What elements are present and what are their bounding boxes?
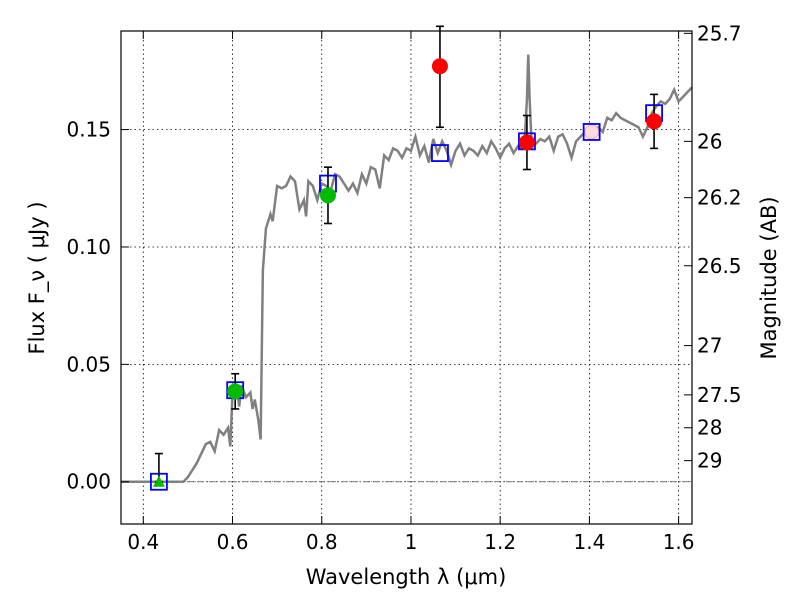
- mag-tick-label: 28: [697, 416, 722, 440]
- x-tick-label: 0.6: [217, 530, 249, 554]
- mag-tick-label: 26.2: [697, 186, 742, 210]
- y-axis-ticks: 0.00 0.05 0.10 0.15: [66, 118, 129, 494]
- x-tick-label: 0.4: [127, 530, 159, 554]
- faint-points: [584, 124, 600, 140]
- mag-tick-label: 26: [697, 129, 722, 153]
- mag-tick-label: 27: [697, 334, 722, 358]
- error-bars: [154, 25, 659, 483]
- faint-point: [584, 124, 600, 140]
- grid-lines: [121, 31, 692, 524]
- y-axis-label: Flux F_ν ( μJy ): [25, 201, 50, 354]
- model-band-square: [431, 144, 449, 162]
- green-data-point: [319, 187, 336, 204]
- data-markers: [152, 58, 663, 487]
- right-axis-label: Magnitude (AB): [757, 196, 781, 359]
- mag-tick-label: 26.5: [697, 254, 742, 278]
- green-data-point: [227, 383, 244, 400]
- x-tick-label: 0.8: [306, 530, 338, 554]
- red-data-point: [431, 58, 448, 75]
- x-tick-label: 1.6: [663, 530, 695, 554]
- error-bar: [435, 25, 444, 129]
- red-data-point: [518, 134, 535, 151]
- model-spectrum-line: [121, 54, 693, 483]
- x-tick-label: 1: [405, 530, 418, 554]
- mag-tick-label: 27.5: [697, 383, 742, 407]
- y-tick-label: 0.10: [66, 235, 111, 259]
- x-axis-label: Wavelength λ (μm): [306, 565, 507, 589]
- model-band-square: [582, 123, 601, 141]
- x-tick-label: 1.2: [484, 530, 516, 554]
- y-tick-label: 0.15: [66, 118, 111, 142]
- red-data-point: [646, 113, 663, 130]
- green-triangle-point: [152, 475, 165, 487]
- x-tick-label: 1.4: [573, 530, 605, 554]
- magnitude-axis-ticks: 25.7 26 26.2 26.5 27 27.5 28 29: [684, 21, 742, 473]
- mag-tick-label: 25.7: [697, 21, 742, 45]
- mag-tick-label: 29: [697, 449, 722, 473]
- y-tick-label: 0.00: [66, 470, 111, 494]
- x-axis-ticks: 0.4 0.6 0.8 1 1.2 1.4 1.6: [127, 31, 695, 554]
- plot-frame: [120, 30, 693, 525]
- y-tick-label: 0.05: [66, 352, 111, 376]
